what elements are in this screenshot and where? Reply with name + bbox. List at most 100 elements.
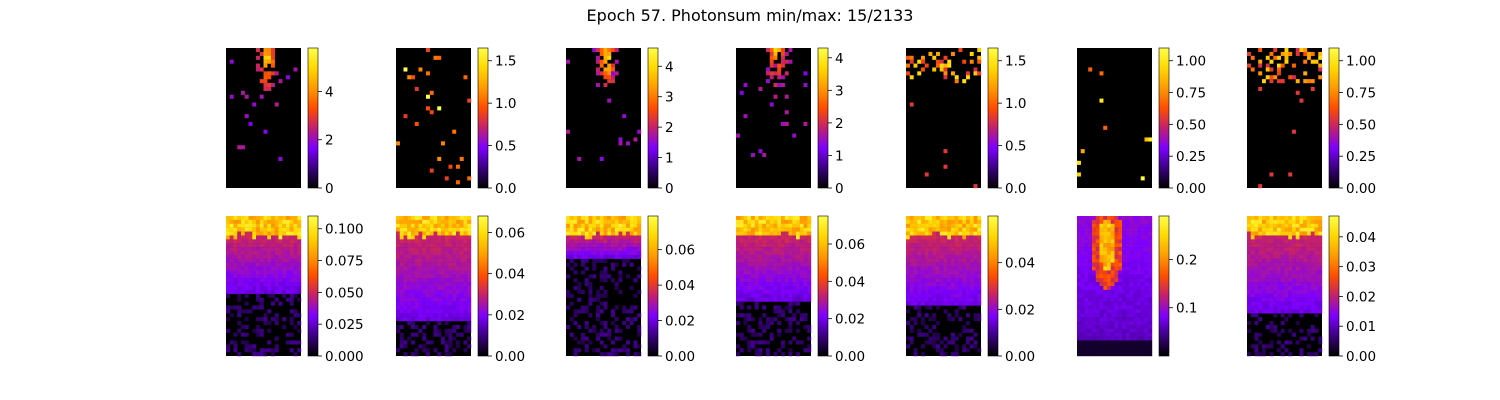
heatmap-cell	[1280, 352, 1285, 357]
heatmap-cell	[297, 243, 302, 248]
heatmap-cell	[226, 216, 230, 221]
heatmap-cell	[1303, 243, 1308, 248]
heatmap-cell	[943, 216, 948, 221]
heatmap-cell	[906, 336, 910, 341]
heatmap-cell	[452, 251, 457, 256]
heatmap-cell	[781, 297, 785, 302]
heatmap-cell	[1114, 286, 1119, 291]
heatmap-cell	[803, 247, 808, 252]
heatmap-cell	[1129, 219, 1134, 224]
heatmap-cell	[943, 239, 948, 244]
heatmap-cell	[297, 321, 302, 326]
heatmap-cell	[259, 251, 264, 256]
heatmap-cell	[1148, 313, 1153, 318]
heatmap-cell	[758, 332, 763, 337]
heatmap-cell	[426, 71, 430, 76]
heatmap-cell	[909, 262, 914, 267]
heatmap-cell	[407, 270, 412, 275]
heatmap-cell	[411, 340, 415, 345]
heatmap-cell	[237, 243, 242, 248]
heatmap-cell	[1077, 313, 1081, 318]
heatmap-cell	[263, 317, 268, 322]
heatmap-cell	[1295, 321, 1300, 326]
heatmap-cell	[459, 247, 464, 252]
heatmap-cell	[448, 293, 453, 298]
heatmap-cell	[758, 297, 763, 302]
heatmap-cell	[766, 282, 770, 287]
heatmap-cell	[747, 235, 752, 240]
heatmap-cell	[954, 282, 959, 287]
heatmap-cell	[1314, 254, 1319, 259]
heatmap-cell	[1247, 231, 1251, 236]
heatmap-cell	[1307, 266, 1311, 271]
heatmap-cell	[399, 266, 404, 271]
heatmap-cell	[611, 216, 615, 221]
colorbar-tick-label: 0.01	[1346, 319, 1376, 335]
heatmap-cell	[441, 301, 445, 306]
heatmap-cell	[592, 219, 597, 224]
heatmap-cell	[1262, 258, 1266, 263]
heatmap-cell	[928, 336, 933, 341]
heatmap-cell	[599, 328, 604, 333]
heatmap-cell	[924, 282, 929, 287]
heatmap-cell	[1092, 309, 1096, 314]
heatmap-cell	[1292, 129, 1296, 134]
heatmap-cell	[1273, 270, 1278, 275]
heatmap-cell	[241, 289, 245, 294]
heatmap-cell	[958, 266, 963, 271]
heatmap-cell	[1088, 332, 1093, 337]
heatmap-cell	[1303, 266, 1308, 271]
heatmap-cell	[758, 321, 763, 326]
heatmap-cell	[973, 344, 978, 349]
heatmap-cell	[1277, 266, 1281, 271]
heatmap-cell	[1144, 286, 1149, 291]
heatmap-cell	[293, 289, 298, 294]
heatmap-cell	[271, 278, 275, 283]
heatmap-cell	[1273, 258, 1278, 263]
heatmap-cell	[1084, 270, 1089, 275]
heatmap-cell	[418, 282, 423, 287]
heatmap-cell	[784, 305, 789, 310]
heatmap-cell	[274, 282, 279, 287]
heatmap-cell	[1103, 223, 1108, 228]
heatmap-cell	[943, 293, 948, 298]
heatmap-cell	[426, 340, 430, 345]
heatmap-cell	[588, 301, 593, 306]
heatmap-cell	[441, 235, 445, 240]
heatmap-cell	[577, 286, 582, 291]
heatmap-cell	[777, 247, 782, 252]
heatmap-cell	[259, 352, 264, 357]
heatmap-cell	[448, 309, 453, 314]
heatmap-cell	[1114, 239, 1119, 244]
heatmap-cell	[1250, 344, 1255, 349]
heatmap-cell	[917, 59, 922, 64]
heatmap-cell	[1258, 235, 1263, 240]
heatmap-cell	[943, 286, 948, 291]
heatmap-cell	[1299, 313, 1304, 318]
heatmap-cell	[1095, 235, 1100, 240]
heatmap-cell	[1137, 247, 1141, 252]
heatmap-cell	[289, 301, 294, 306]
heatmap-cell	[909, 254, 914, 259]
heatmap-cell	[626, 251, 630, 256]
heatmap-cell	[777, 235, 782, 240]
heatmap-cell	[1288, 223, 1293, 228]
heatmap-cell	[1310, 305, 1315, 310]
heatmap-cell	[1118, 247, 1123, 252]
heatmap-cell	[267, 278, 272, 283]
heatmap-cell	[777, 63, 782, 68]
heatmap-cell	[418, 216, 423, 221]
heatmap-cell	[1288, 247, 1293, 252]
heatmap-cell	[792, 317, 797, 322]
heatmap-cell	[799, 227, 804, 232]
heatmap-cell	[1099, 278, 1104, 283]
heatmap-cell	[418, 317, 423, 322]
heatmap-cell	[278, 262, 283, 267]
heatmap-cell	[784, 293, 789, 298]
heatmap-cell	[414, 313, 419, 318]
heatmap-cell	[237, 282, 242, 287]
heatmap-cell	[1273, 266, 1278, 271]
heatmap-cell	[1314, 262, 1319, 267]
heatmap-cell	[1137, 293, 1141, 298]
